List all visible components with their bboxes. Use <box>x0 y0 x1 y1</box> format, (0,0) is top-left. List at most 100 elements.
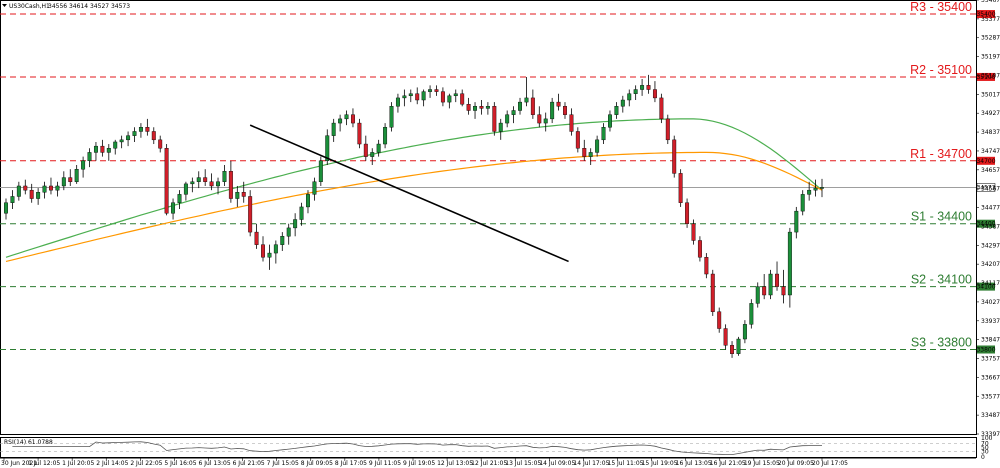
candle <box>485 102 490 115</box>
price-tick-label: 33577 <box>981 393 1000 400</box>
ma-fast-line <box>5 118 823 258</box>
candle <box>68 169 73 186</box>
candle <box>608 110 612 132</box>
candle <box>710 269 715 316</box>
price-tick-label: 34027 <box>981 299 1000 306</box>
candle <box>383 123 388 149</box>
candle <box>563 102 567 119</box>
candle <box>755 282 760 308</box>
candle <box>749 299 754 329</box>
trendline <box>249 124 569 263</box>
candle <box>447 93 452 109</box>
candle <box>479 100 484 115</box>
price-tick-label: 33487 <box>981 412 1000 419</box>
candle <box>312 177 317 201</box>
candle <box>807 181 812 201</box>
candle <box>473 102 478 119</box>
level-label-r2: R2 - 35100 <box>910 63 972 77</box>
candle <box>42 181 47 199</box>
time-tick-label: 20 Jul 17:05 <box>812 460 848 467</box>
candle <box>203 169 208 186</box>
candle <box>126 131 131 147</box>
price-tick-label: 33667 <box>981 374 1000 381</box>
price-tick-label: 34747 <box>981 148 1000 155</box>
time-tick-label: 8 Jul 17:05 <box>335 460 367 467</box>
candle <box>421 89 426 107</box>
candle <box>505 110 510 128</box>
candle <box>344 110 349 126</box>
price-axis: 35467 35377 35287 35197 35107 35017 34927 34837… <box>976 0 1000 438</box>
rsi-tick-label: 30 <box>981 448 989 455</box>
candle <box>395 93 400 113</box>
time-tick-label: 12 Jul 13:05 <box>437 460 473 467</box>
rsi-tick-label: 0 <box>981 454 985 461</box>
level-label-r1: R1 - 34700 <box>910 147 972 161</box>
candle <box>16 181 21 201</box>
time-tick-label: 6 Jul 13:05 <box>199 460 231 467</box>
candle <box>730 341 735 358</box>
candle <box>357 118 362 149</box>
price-tick-label: 35197 <box>981 54 1000 61</box>
price-tick-label: 34297 <box>981 242 1000 249</box>
rsi-label: RSI(14) 61.0788 <box>4 439 53 446</box>
candle <box>138 123 143 138</box>
candle <box>601 123 606 145</box>
rsi-tick-label: 50 <box>981 445 989 452</box>
level-tag-text-r1: 34700 <box>976 158 995 165</box>
candle <box>183 181 188 201</box>
price-tick-label: 35017 <box>981 91 1000 98</box>
candle <box>29 183 34 203</box>
level-tag-text-s3: 33800 <box>976 347 995 354</box>
candle <box>93 141 98 161</box>
candle <box>768 269 773 300</box>
candle <box>402 89 407 107</box>
level-tag-text-r3: 35400 <box>976 11 995 18</box>
candle <box>209 173 214 191</box>
candle <box>813 179 818 197</box>
time-tick-label: 15 Jul 19:05 <box>642 460 678 467</box>
candle <box>511 106 516 124</box>
candle <box>620 95 625 113</box>
candle <box>196 171 201 189</box>
price-tick-label: 35467 <box>981 0 1000 4</box>
level-label-s1: S1 - 34400 <box>911 210 972 224</box>
chart-ohlc: 34556 34614 34527 34573 <box>48 3 130 10</box>
price-tick-label: 33757 <box>981 356 1000 363</box>
candle <box>762 274 767 300</box>
candle <box>820 178 824 198</box>
candle <box>440 87 445 107</box>
candle <box>350 108 355 128</box>
candle <box>74 165 79 184</box>
time-tick-label: 7 Jul 15:05 <box>267 460 299 467</box>
price-tick-label: 35377 <box>981 16 1000 23</box>
level-tag-text-s2: 34100 <box>976 284 995 291</box>
candle <box>659 93 664 124</box>
level-tag-s1 <box>977 219 995 228</box>
candle <box>222 165 227 186</box>
price-tick-label: 33397 <box>981 431 1000 438</box>
price-tick-label: 34387 <box>981 223 1000 230</box>
level-tag-r1 <box>977 156 995 165</box>
candle <box>498 118 503 140</box>
candle <box>723 324 728 350</box>
time-tick-label: 9 Jul 11:05 <box>369 460 401 467</box>
candle <box>49 177 53 195</box>
candle <box>633 85 638 101</box>
candle <box>158 135 163 153</box>
price-tick-label: 35287 <box>981 35 1000 42</box>
current-price-tag <box>976 183 996 192</box>
rsi-line <box>12 441 822 456</box>
candle <box>87 148 92 168</box>
candle <box>376 139 381 157</box>
candle <box>775 261 779 291</box>
level-label-s2: S2 - 34100 <box>911 273 972 287</box>
candle <box>665 114 670 145</box>
candle <box>280 232 285 251</box>
symbol-dropdown-icon[interactable] <box>2 4 7 7</box>
candle <box>273 240 278 264</box>
time-tick-label: 13 Jul 15:05 <box>505 460 541 467</box>
chart-symbol: US30Cash,H1 <box>9 3 50 10</box>
